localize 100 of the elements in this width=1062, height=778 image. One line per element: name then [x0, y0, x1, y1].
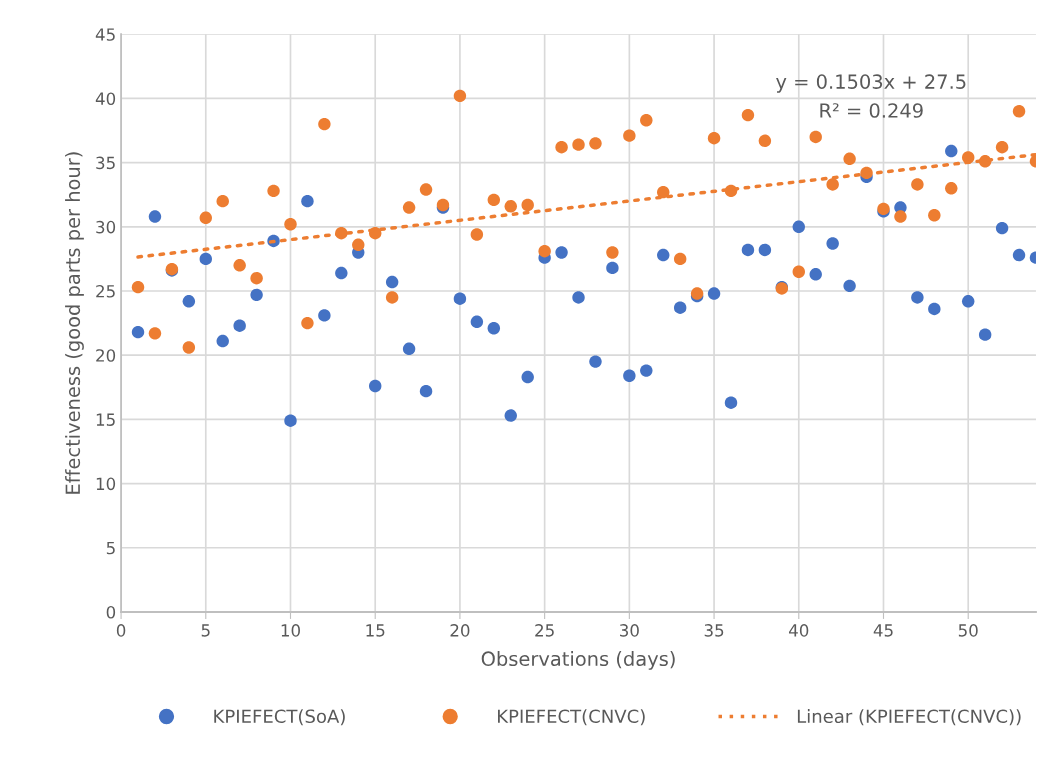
- point: [792, 220, 805, 234]
- y-tick-label: 15: [96, 413, 115, 426]
- point: [741, 243, 755, 257]
- x-tick-label: 10: [281, 624, 300, 637]
- annotation: y = 0.1503x + 27.5: [776, 74, 966, 93]
- point: [453, 89, 467, 103]
- point: [521, 370, 534, 384]
- point: [453, 292, 467, 305]
- point: [555, 246, 568, 259]
- x-tick-label: 30: [620, 624, 639, 637]
- x-tick-label: 35: [704, 624, 724, 637]
- point: [809, 130, 822, 144]
- point: [385, 275, 399, 289]
- point: [284, 218, 297, 231]
- point: [335, 266, 348, 280]
- point: [911, 178, 924, 191]
- point: [843, 152, 856, 165]
- point: [1012, 105, 1026, 118]
- point: [419, 183, 433, 196]
- point: [572, 291, 585, 304]
- point: [707, 132, 721, 145]
- point: [148, 210, 162, 223]
- annotation: R² = 0.249: [820, 103, 923, 118]
- point: [233, 259, 246, 272]
- point: [385, 291, 399, 304]
- point: [250, 271, 263, 285]
- point: [826, 237, 839, 250]
- x-tick-label: 20: [450, 624, 470, 637]
- point: [978, 328, 992, 341]
- point: [538, 245, 551, 258]
- point: [640, 364, 653, 377]
- x-tick-label: 40: [788, 624, 809, 637]
- point: [928, 302, 941, 316]
- point: [843, 279, 856, 293]
- point: [707, 287, 721, 300]
- x-tick-label: 5: [201, 624, 210, 637]
- point: [555, 141, 568, 154]
- point: [657, 248, 670, 262]
- point: [589, 137, 602, 150]
- y-tick-label: 45: [95, 28, 115, 41]
- point: [131, 280, 145, 294]
- point: [521, 198, 534, 212]
- point: [962, 295, 975, 308]
- point: [657, 185, 670, 199]
- point: [487, 193, 501, 207]
- point: [623, 129, 636, 142]
- point: [606, 246, 619, 259]
- legend-label: Linear (KPIEFECT(CNVC)): [797, 709, 1021, 726]
- point: [318, 117, 331, 131]
- point: [182, 341, 196, 354]
- legend-label: KPIEFECT(SoA): [214, 709, 345, 726]
- y-tick-label: 35: [96, 156, 115, 170]
- point: [199, 252, 212, 266]
- point: [792, 265, 805, 278]
- x-tick-label: 15: [366, 624, 385, 637]
- point: [945, 144, 958, 158]
- point: [402, 342, 416, 355]
- point: [606, 261, 619, 275]
- x-tick-label: 45: [873, 624, 893, 637]
- point: [216, 334, 229, 348]
- point: [673, 252, 687, 266]
- point: [572, 138, 585, 151]
- y-tick-label: 30: [96, 220, 116, 234]
- point: [741, 108, 755, 122]
- point: [216, 194, 229, 208]
- point: [182, 295, 196, 308]
- point: [470, 228, 484, 241]
- point: [199, 211, 212, 225]
- point: [673, 301, 687, 314]
- y-tick-label: 25: [96, 284, 115, 298]
- point: [233, 319, 246, 332]
- y-axis-title: Effectiveness (good parts per hour): [65, 152, 84, 494]
- point: [589, 355, 602, 368]
- x-tick-label: 0: [116, 624, 126, 637]
- point: [911, 291, 924, 304]
- y-tick-label: 10: [96, 477, 116, 491]
- point: [301, 316, 314, 330]
- point: [928, 209, 941, 222]
- x-axis-title: Observations (days): [481, 651, 675, 670]
- point: [504, 200, 517, 213]
- x-tick-label: 50: [958, 624, 978, 637]
- point: [945, 182, 958, 195]
- point: [318, 309, 331, 322]
- y-tick-label: 20: [96, 349, 116, 362]
- point: [352, 238, 365, 251]
- point: [148, 327, 162, 340]
- point: [894, 210, 907, 223]
- point: [758, 134, 772, 147]
- y-tick-label: 5: [106, 541, 115, 555]
- y-tick-label: 0: [106, 605, 116, 619]
- point: [369, 379, 382, 393]
- point: [809, 268, 822, 281]
- point: [1012, 248, 1026, 262]
- point: [640, 114, 653, 127]
- point: [724, 396, 738, 409]
- point: [250, 288, 263, 302]
- point: [267, 184, 280, 198]
- point: [623, 369, 636, 382]
- point: [826, 178, 839, 191]
- point: [301, 194, 314, 208]
